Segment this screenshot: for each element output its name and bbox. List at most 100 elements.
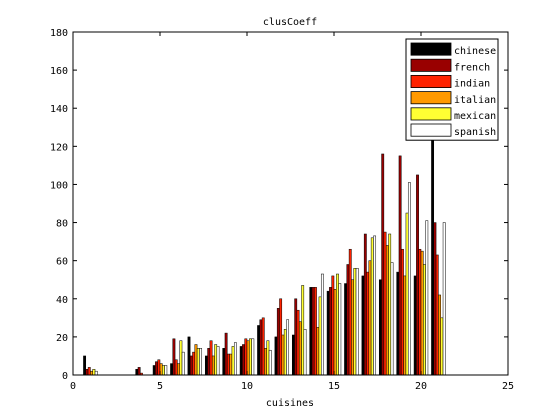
bar-italian-21 (438, 294, 441, 376)
x-tick-label-0: 0 (70, 381, 76, 392)
bar-chinese-9 (222, 348, 226, 376)
bar-indian-8 (209, 340, 213, 376)
bar-mexican-7 (196, 348, 200, 376)
bar-french-4 (137, 367, 141, 376)
bar-french-1 (85, 369, 89, 376)
bar-mexican-6 (179, 340, 183, 376)
bar-italian-6 (177, 363, 180, 376)
bar-italian-16 (351, 279, 354, 376)
bar-french-14 (311, 287, 315, 376)
bar-chinese-20 (413, 275, 417, 376)
legend-label-italian: italian (454, 95, 496, 106)
bar-french-19 (398, 155, 402, 376)
bar-mexican-1 (92, 369, 96, 376)
bar-chinese-12 (274, 336, 278, 376)
bar-indian-16 (348, 248, 352, 376)
bar-indian-10 (244, 338, 248, 376)
y-tick-label-140: 140 (50, 104, 68, 115)
bar-spanish-12 (286, 319, 290, 376)
bar-french-8 (207, 348, 211, 376)
bar-chinese-13 (291, 334, 295, 376)
legend-swatch-french (410, 58, 452, 72)
legend-label-spanish: spanish (454, 127, 496, 138)
legend-swatch-indian (410, 75, 452, 89)
bar-indian-1 (87, 367, 91, 376)
bar-spanish-10 (251, 338, 255, 376)
chart-title: clusCoeff (263, 17, 317, 28)
y-tick-label-180: 180 (50, 28, 68, 39)
legend: chinese french indian italian mexican spanish (405, 38, 499, 141)
bar-indian-13 (296, 309, 300, 376)
y-tick-label-80: 80 (56, 219, 68, 230)
bar-indian-19 (401, 248, 404, 376)
bar-french-13 (294, 298, 298, 376)
bar-indian-12 (279, 298, 283, 376)
bar-italian-20 (420, 250, 424, 376)
bar-spanish-18 (390, 262, 394, 376)
bar-french-15 (329, 287, 332, 376)
bar-french-5 (155, 361, 158, 376)
legend-label-french: french (454, 62, 490, 73)
bar-italian-8 (211, 355, 215, 376)
y-tick-label-100: 100 (50, 180, 68, 191)
bar-mexican-9 (231, 346, 235, 376)
bar-french-7 (189, 355, 193, 376)
bar-mexican-12 (283, 329, 287, 376)
x-tick-label-5: 5 (157, 381, 163, 392)
bar-chinese-10 (239, 346, 243, 376)
bar-french-10 (242, 344, 245, 376)
bar-chinese-8 (204, 355, 208, 376)
bar-chinese-18 (378, 279, 382, 376)
bar-italian-1 (90, 370, 93, 376)
bar-spanish-15 (338, 283, 342, 376)
bar-italian-12 (281, 334, 285, 376)
bar-french-6 (172, 338, 176, 376)
bar-italian-11 (264, 348, 267, 376)
bar-mexican-20 (423, 264, 426, 376)
bar-chinese-21 (431, 127, 435, 376)
bar-italian-17 (368, 260, 372, 376)
legend-swatch-chinese (410, 42, 452, 56)
bar-italian-14 (316, 327, 320, 376)
bar-mexican-14 (318, 296, 322, 376)
y-tick-label-20: 20 (56, 333, 68, 344)
bar-mexican-8 (214, 344, 218, 376)
bar-indian-9 (227, 353, 230, 376)
bar-chinese-7 (187, 336, 191, 376)
bar-indian-14 (314, 287, 317, 376)
bar-indian-6 (174, 359, 178, 376)
bar-italian-9 (229, 353, 233, 376)
y-tick-label-60: 60 (56, 257, 68, 268)
bar-mexican-10 (249, 338, 252, 376)
bar-chinese-4 (135, 369, 139, 376)
legend-box (405, 38, 499, 141)
bar-chinese-16 (344, 283, 348, 376)
bar-french-12 (276, 308, 280, 376)
bar-chinese-5 (152, 365, 156, 376)
bar-spanish-17 (373, 235, 377, 376)
y-tick-label-160: 160 (50, 66, 68, 77)
bar-chinese-15 (326, 290, 330, 376)
bar-french-17 (363, 233, 367, 376)
bar-italian-10 (246, 340, 250, 376)
bar-french-21 (433, 222, 437, 376)
x-tick-label-20: 20 (415, 381, 427, 392)
bar-french-11 (259, 319, 263, 376)
bar-spanish-21 (442, 222, 446, 376)
bar-indian-11 (261, 317, 265, 376)
bar-chinese-6 (170, 363, 174, 376)
legend-swatch-spanish (410, 123, 452, 137)
legend-label-indian: indian (454, 79, 490, 90)
x-tick-label-15: 15 (328, 381, 340, 392)
bar-mexican-15 (336, 273, 339, 376)
bar-indian-15 (331, 275, 335, 376)
bar-chinese-14 (309, 287, 313, 376)
bar-spanish-16 (355, 268, 359, 376)
bar-italian-7 (194, 344, 198, 376)
x-axis-label: cuisines (266, 398, 314, 409)
axes-group: 0 5 10 15 20 25 0 20 40 60 80 100 120 140 160 180 (50, 28, 514, 392)
bar-mexican-17 (370, 237, 374, 376)
bar-mexican-19 (405, 212, 409, 376)
bar-spanish-6 (181, 351, 185, 376)
